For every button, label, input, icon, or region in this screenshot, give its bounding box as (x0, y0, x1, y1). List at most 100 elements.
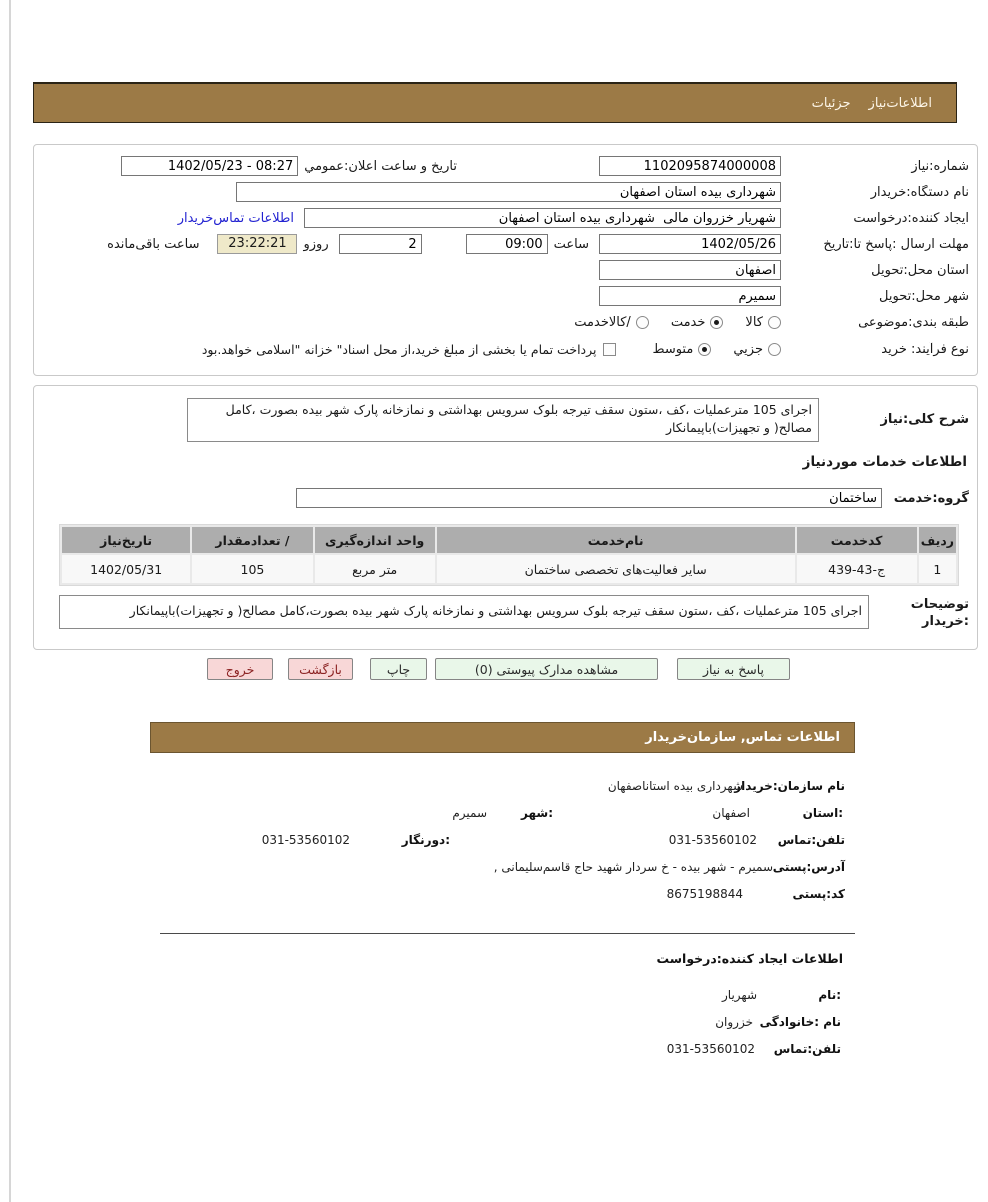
buyer-province-label: :استان (802, 806, 843, 820)
row-buyer-org: نام دستگاه:خریدار (42, 179, 969, 205)
cell-quantity: 105 (192, 555, 313, 583)
row-deadline: مهلت ارسال :پاسخ تا:تاریخ ساعت روزو 23:2… (42, 231, 969, 257)
buyer-org-input[interactable] (236, 182, 781, 202)
radio-goods-service[interactable] (635, 315, 649, 329)
request-creator-input[interactable] (304, 208, 781, 228)
buyer-address-value: سمیرم - شهر بیده - خ سردار شهید حاج قاسم… (493, 860, 773, 874)
creator-name-label: :نام (818, 988, 841, 1002)
need-summary-panel: شماره:نیاز تاریخ و ساعت اعلان:عمومي نام … (33, 144, 978, 376)
creator-name-value: شهریار (722, 988, 757, 1002)
buyer-comments-box[interactable]: اجرای 105 مترعملیات ،کف ،ستون سقف تیرجه … (59, 595, 869, 629)
services-table: ردیف کدخدمت نام‌خدمت واحد اندازه‌گیری / … (59, 524, 959, 586)
creator-family-value: خزروان (715, 1015, 753, 1029)
buyer-org-name-value: شهرداری بیده استاناصفهان (607, 779, 743, 793)
buyer-contact-header-bar: اطلاعات تماس, سازمان‌خریدار (150, 722, 855, 753)
buyer-phone-value: 031-53560102 (668, 833, 757, 847)
row-classification: طبقه بندی:موضوعی کالا خدمت /کالاخدمت (42, 309, 969, 335)
hour-label: ساعت (553, 236, 589, 252)
creator-phone-label: تلفن:تماس (773, 1042, 841, 1056)
print-button[interactable]: چاپ (370, 658, 427, 680)
tab-need-info[interactable]: اطلاعات‌نیاز (868, 95, 932, 111)
countdown-timer: 23:22:21 (217, 234, 298, 254)
service-group-input[interactable] (296, 488, 882, 508)
col-unit: واحد اندازه‌گیری (314, 527, 435, 553)
process-type-label: نوع فرآیند: خرید (881, 341, 969, 357)
table-row: 1 439-43-ج سایر فعالیت‌های تخصصی ساختمان… (62, 555, 956, 583)
col-row-number: ردیف (918, 527, 956, 553)
row-general-description: شرح کلی:نیاز اجرای 105 مترعملیات ،کف ،ست… (42, 398, 969, 442)
classification-label: طبقه بندی:موضوعی (858, 314, 969, 330)
col-service-name: نام‌خدمت (436, 527, 795, 553)
cell-service-name: سایر فعالیت‌های تخصصی ساختمان (436, 555, 795, 583)
radio-medium[interactable] (698, 342, 712, 356)
general-description-box[interactable]: اجرای 105 مترعملیات ،کف ،ستون سقف تیرجه … (187, 398, 819, 442)
creator-family-label: نام :خانوادگی (759, 1015, 841, 1029)
radio-partial[interactable] (768, 342, 781, 356)
radio-goods[interactable] (768, 315, 781, 329)
col-need-date: تاریخ‌نیاز (62, 527, 191, 553)
row-process-type: نوع فرآیند: خرید جزيي متوسط پرداخت تمام … (42, 335, 969, 363)
page-left-border (9, 0, 11, 1202)
general-description-label: شرح کلی:نیاز (880, 412, 969, 427)
buyer-province-value: اصفهان (712, 806, 750, 820)
tab-details[interactable]: جزئیات (811, 95, 851, 111)
buyer-postal-code-value: 8675198844 (666, 887, 743, 901)
deadline-time-input[interactable] (465, 234, 548, 254)
buyer-city-value: سمیرم (452, 806, 487, 820)
buyer-postal-code-label: کد:پستی (792, 887, 845, 901)
back-button[interactable]: بازگشت (288, 658, 353, 680)
treasury-checkbox-label: پرداخت تمام یا بخشی از مبلغ خرید،از محل … (201, 341, 597, 357)
days-label: روزو (303, 236, 329, 252)
buyer-comments-label: توضیحات :خریدار (910, 597, 969, 629)
col-service-code: کدخدمت (796, 527, 917, 553)
row-service-group: گروه:خدمت (42, 486, 969, 510)
radio-goods-service-label: /کالاخدمت (574, 314, 631, 330)
buyer-org-name-label: نام سازمان:خریدار (734, 779, 845, 793)
delivery-province-input[interactable] (599, 260, 781, 280)
row-delivery-city: شهر محل:تحویل (42, 283, 969, 309)
buyer-fax-value: 031-53560102 (261, 833, 350, 847)
request-creator-label: ایجاد کننده:درخواست (853, 210, 969, 226)
row-request-creator: ایجاد کننده:درخواست اطلاعات تماس‌خریدار (42, 205, 969, 231)
radio-partial-label: جزيي (733, 341, 763, 357)
top-menu-bar: اطلاعات‌نیاز جزئیات (33, 82, 957, 123)
radio-service[interactable] (710, 315, 724, 329)
buyer-contact-heading: اطلاعات تماس, سازمان‌خریدار (645, 730, 840, 745)
row-delivery-province: استان محل:تحویل (42, 257, 969, 283)
action-buttons-row: پاسخ به نیاز مشاهده مدارک پیوستی (0) چاپ… (0, 658, 988, 682)
cell-unit: متر مربع (314, 555, 435, 583)
buyer-phone-label: تلفن:تماس (777, 833, 845, 847)
deadline-label: مهلت ارسال :پاسخ تا:تاریخ (823, 236, 969, 252)
cell-service-code: 439-43-ج (796, 555, 917, 583)
need-number-input[interactable] (599, 156, 781, 176)
buyer-address-label: آدرس:پستی (772, 860, 845, 874)
respond-to-need-button[interactable]: پاسخ به نیاز (677, 658, 790, 680)
announce-datetime-input[interactable] (121, 156, 299, 176)
remaining-days-input[interactable] (338, 234, 422, 254)
buyer-fax-label: :دورنگار (401, 833, 450, 847)
cell-row-number: 1 (918, 555, 956, 583)
row-buyer-comments: توضیحات :خریدار اجرای 105 مترعملیات ،کف … (42, 595, 969, 631)
radio-goods-label: کالا (745, 314, 763, 330)
row-need-number: شماره:نیاز تاریخ و ساعت اعلان:عمومي (42, 153, 969, 179)
remaining-hours-label: ساعت باقی‌مانده (107, 236, 200, 252)
view-attachments-button[interactable]: مشاهده مدارک پیوستی (0) (435, 658, 658, 680)
col-quantity: / تعدادمقدار (192, 527, 313, 553)
delivery-province-label: استان محل:تحویل (871, 262, 969, 278)
delivery-city-label: شهر محل:تحویل (879, 288, 969, 304)
treasury-checkbox[interactable] (603, 342, 617, 356)
buyer-contact-link[interactable]: اطلاعات تماس‌خریدار (177, 210, 294, 226)
radio-medium-label: متوسط (652, 341, 694, 357)
section-divider (160, 933, 855, 934)
cell-need-date: 1402/05/31 (62, 555, 191, 583)
creator-phone-value: 031-53560102 (666, 1042, 755, 1056)
creator-section-heading: اطلاعات ایجاد کننده:درخواست (656, 951, 843, 966)
delivery-city-input[interactable] (599, 286, 781, 306)
exit-button[interactable]: خروج (207, 658, 273, 680)
buyer-org-label: نام دستگاه:خریدار (870, 184, 969, 200)
service-group-label: گروه:خدمت (893, 490, 969, 506)
radio-service-label: خدمت (670, 314, 706, 330)
deadline-date-input[interactable] (599, 234, 781, 254)
announce-datetime-label: تاریخ و ساعت اعلان:عمومي (304, 158, 457, 174)
